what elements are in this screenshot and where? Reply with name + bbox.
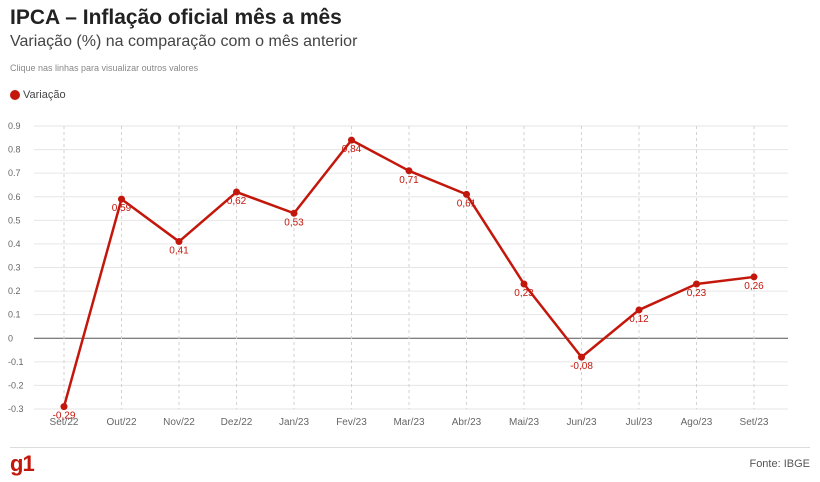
- data-label: 0,12: [629, 314, 649, 325]
- chart-title: IPCA – Inflação oficial mês a mês: [10, 6, 342, 29]
- x-tick-label: Jun/23: [566, 417, 596, 428]
- x-tick-label: Abr/23: [452, 417, 482, 428]
- data-point[interactable]: [693, 280, 700, 288]
- data-point[interactable]: [118, 195, 125, 203]
- data-point[interactable]: [348, 136, 355, 144]
- data-point[interactable]: [463, 190, 470, 198]
- y-tick-label: 0.7: [8, 168, 21, 178]
- data-point[interactable]: [290, 209, 298, 217]
- data-label: 0,71: [399, 175, 419, 186]
- line-chart[interactable]: -0.3 -0.2 -0.1 0 0.1 0.2 0.3 0.4 0.5 0.6 0.7 0.8 0.9…: [0, 110, 820, 435]
- data-label: 0,23: [687, 288, 707, 299]
- data-point[interactable]: [750, 273, 758, 281]
- y-tick-label: -0.3: [8, 404, 24, 414]
- data-label: 0,59: [112, 203, 132, 214]
- x-tick-label: Ago/23: [681, 417, 713, 428]
- data-label: 0,84: [342, 144, 362, 155]
- x-tick-label: Set/23: [740, 417, 769, 428]
- data-point[interactable]: [635, 306, 643, 314]
- data-label: -0,29: [53, 411, 76, 422]
- y-tick-label: 0.6: [8, 192, 21, 202]
- x-tick-label: Mai/23: [509, 417, 539, 428]
- data-point[interactable]: [520, 280, 528, 288]
- x-tick-label: Dez/22: [221, 417, 253, 428]
- chart-subtitle: Variação (%) na comparação com o mês ant…: [10, 33, 358, 50]
- legend-item-variacao[interactable]: Variação: [10, 89, 66, 101]
- x-tick-label: Out/22: [106, 417, 136, 428]
- data-point[interactable]: [175, 238, 183, 246]
- legend-marker-icon: [10, 90, 20, 100]
- data-label: 0,23: [514, 288, 534, 299]
- data-label: 0,61: [457, 198, 477, 209]
- data-label: 0,53: [284, 217, 304, 228]
- legend-label: Variação: [23, 89, 66, 101]
- x-tick-label: Set/22: [50, 417, 79, 428]
- footer-divider: [10, 447, 810, 448]
- y-tick-label: 0.3: [8, 263, 21, 273]
- chart-hint: Clique nas linhas para visualizar outros…: [10, 63, 199, 73]
- x-tick-label: Nov/22: [163, 417, 195, 428]
- g1-logo: g1: [10, 451, 35, 476]
- data-point[interactable]: [578, 353, 585, 361]
- data-label: 0,41: [169, 246, 189, 257]
- x-tick-label: Jul/23: [626, 417, 653, 428]
- y-tick-label: 0: [8, 333, 13, 343]
- y-tick-label: 0.9: [8, 121, 21, 131]
- y-tick-label: 0.2: [8, 286, 21, 296]
- y-tick-label: 0.8: [8, 145, 21, 155]
- x-tick-label: Fev/23: [336, 417, 367, 428]
- x-tick-label: Mar/23: [393, 417, 425, 428]
- data-point[interactable]: [405, 167, 413, 175]
- y-tick-label: -0.2: [8, 380, 24, 390]
- source-text: Fonte: IBGE: [749, 458, 810, 470]
- y-tick-label: 0.1: [8, 310, 21, 320]
- data-point[interactable]: [233, 188, 240, 196]
- data-point[interactable]: [60, 403, 68, 411]
- x-tick-label: Jan/23: [279, 417, 309, 428]
- y-tick-label: -0.1: [8, 357, 24, 367]
- data-label: 0,62: [227, 196, 247, 207]
- y-tick-label: 0.4: [8, 239, 21, 249]
- data-label: -0,08: [570, 361, 593, 372]
- y-tick-label: 0.5: [8, 215, 21, 225]
- data-label: 0,26: [744, 281, 764, 292]
